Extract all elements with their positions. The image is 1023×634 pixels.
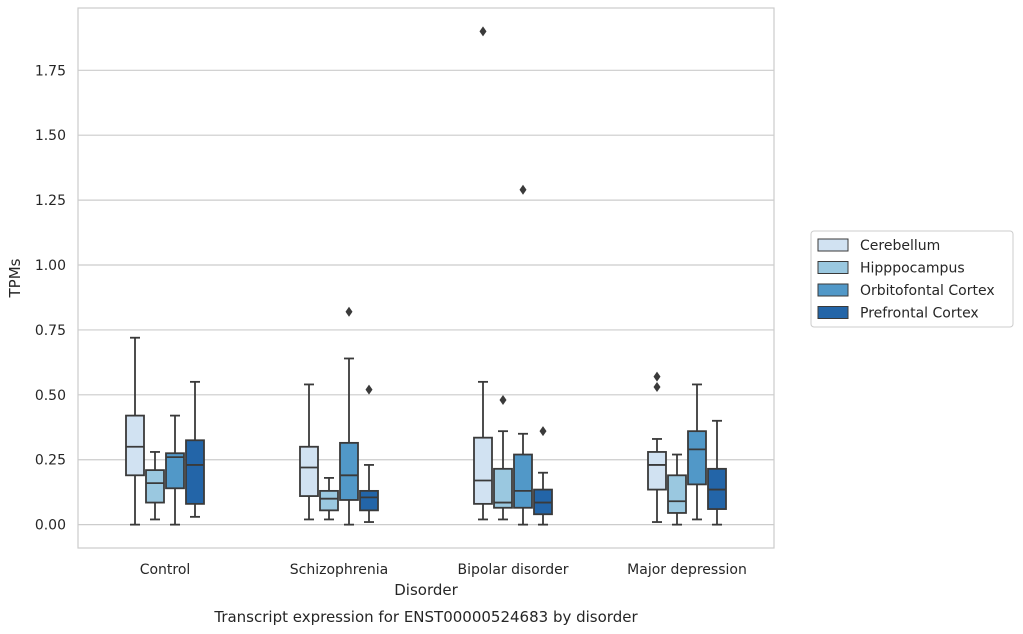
iqr-box bbox=[493, 467, 513, 509]
outlier-point bbox=[519, 184, 527, 195]
box-hipppocampus bbox=[667, 453, 687, 526]
outlier-point bbox=[539, 426, 547, 437]
y-tick-label: 1.00 bbox=[35, 258, 66, 274]
box-orbitofontal-cortex bbox=[165, 414, 185, 526]
iqr-box bbox=[473, 436, 493, 505]
x-axis-ticks: Control Schizophrenia Bipolar disorder Majo… bbox=[140, 562, 747, 578]
legend-swatch bbox=[817, 306, 849, 319]
y-axis-ticks: 0.00 0.25 0.50 0.75 1.00 1.25 1.50 1.75 bbox=[35, 63, 66, 533]
legend-frame bbox=[810, 230, 1014, 328]
iqr-box bbox=[165, 452, 185, 490]
box-cerebellum bbox=[125, 336, 145, 526]
x-axis-label: Disorder bbox=[394, 581, 458, 599]
box-orbitofontal-cortex bbox=[339, 306, 359, 526]
plot-area-frame bbox=[77, 7, 775, 549]
iqr-box bbox=[359, 489, 379, 512]
outlier-point bbox=[653, 382, 661, 393]
iqr-box bbox=[339, 441, 359, 501]
iqr-box bbox=[125, 414, 145, 477]
legend-label: Prefrontal Cortex bbox=[860, 306, 979, 322]
iqr-box bbox=[687, 430, 707, 486]
box-prefrontal-cortex bbox=[359, 384, 379, 523]
iqr-box bbox=[185, 439, 205, 505]
legend-swatch bbox=[817, 238, 849, 252]
y-axis-label: TPMs bbox=[6, 258, 24, 298]
y-tick-label: 0.00 bbox=[35, 518, 66, 534]
x-tick-label: Bipolar disorder bbox=[457, 562, 568, 578]
x-tick-label: Major depression bbox=[627, 562, 747, 578]
y-tick-label: 1.25 bbox=[35, 193, 66, 209]
iqr-box bbox=[319, 489, 339, 512]
legend-swatch bbox=[817, 261, 849, 274]
box-cerebellum bbox=[299, 383, 319, 521]
outlier-point bbox=[365, 384, 373, 395]
outlier-point bbox=[653, 371, 661, 382]
box-prefrontal-cortex bbox=[707, 419, 727, 526]
y-tick-label: 0.25 bbox=[35, 453, 66, 469]
iqr-box bbox=[667, 474, 687, 514]
box-cerebellum bbox=[647, 371, 667, 523]
iqr-box bbox=[513, 453, 533, 509]
box-hipppocampus bbox=[493, 395, 513, 521]
legend-label: Hipppocampus bbox=[860, 261, 965, 277]
y-tick-label: 0.50 bbox=[35, 388, 66, 404]
box-cerebellum bbox=[473, 26, 493, 521]
box-series bbox=[125, 26, 727, 526]
legend-label: Orbitofontal Cortex bbox=[860, 283, 995, 299]
y-tick-label: 1.50 bbox=[35, 128, 66, 144]
iqr-box bbox=[647, 451, 667, 491]
legend-swatch bbox=[817, 283, 849, 297]
box-hipppocampus bbox=[145, 451, 165, 521]
box-orbitofontal-cortex bbox=[687, 383, 707, 521]
box-prefrontal-cortex bbox=[185, 380, 205, 518]
outlier-point bbox=[499, 395, 507, 406]
legend-label: Cerebellum bbox=[860, 238, 940, 254]
x-tick-label: Control bbox=[140, 562, 191, 578]
x-tick-label: Schizophrenia bbox=[290, 562, 388, 578]
outlier-point bbox=[345, 306, 353, 317]
box-hipppocampus bbox=[319, 477, 339, 521]
box-prefrontal-cortex bbox=[533, 426, 553, 526]
iqr-box bbox=[145, 469, 165, 504]
outlier-point bbox=[479, 26, 487, 37]
box-orbitofontal-cortex bbox=[513, 184, 533, 526]
iqr-box bbox=[299, 445, 319, 497]
chart-caption: Transcript expression for ENST0000052468… bbox=[213, 608, 638, 626]
y-tick-label: 1.75 bbox=[35, 63, 66, 79]
legend: Cerebellum Hipppocampus Orbitofontal Corte… bbox=[810, 230, 1014, 328]
y-tick-label: 0.75 bbox=[35, 323, 66, 339]
